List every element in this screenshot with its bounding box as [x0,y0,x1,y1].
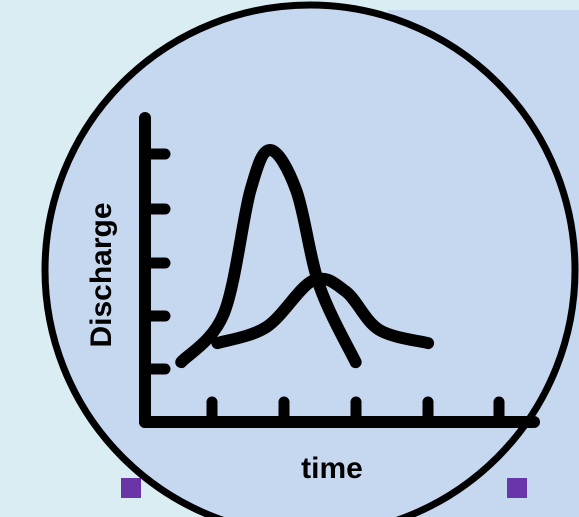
series-line-2 [211,272,435,350]
axes [139,112,540,428]
y-axis-label: Discharge [85,202,118,347]
resize-handle-left[interactable] [121,478,141,498]
resize-handle-right[interactable] [507,478,527,498]
series-line-1 [175,144,362,369]
series-layer [175,144,435,369]
x-axis-label: time [301,452,363,485]
